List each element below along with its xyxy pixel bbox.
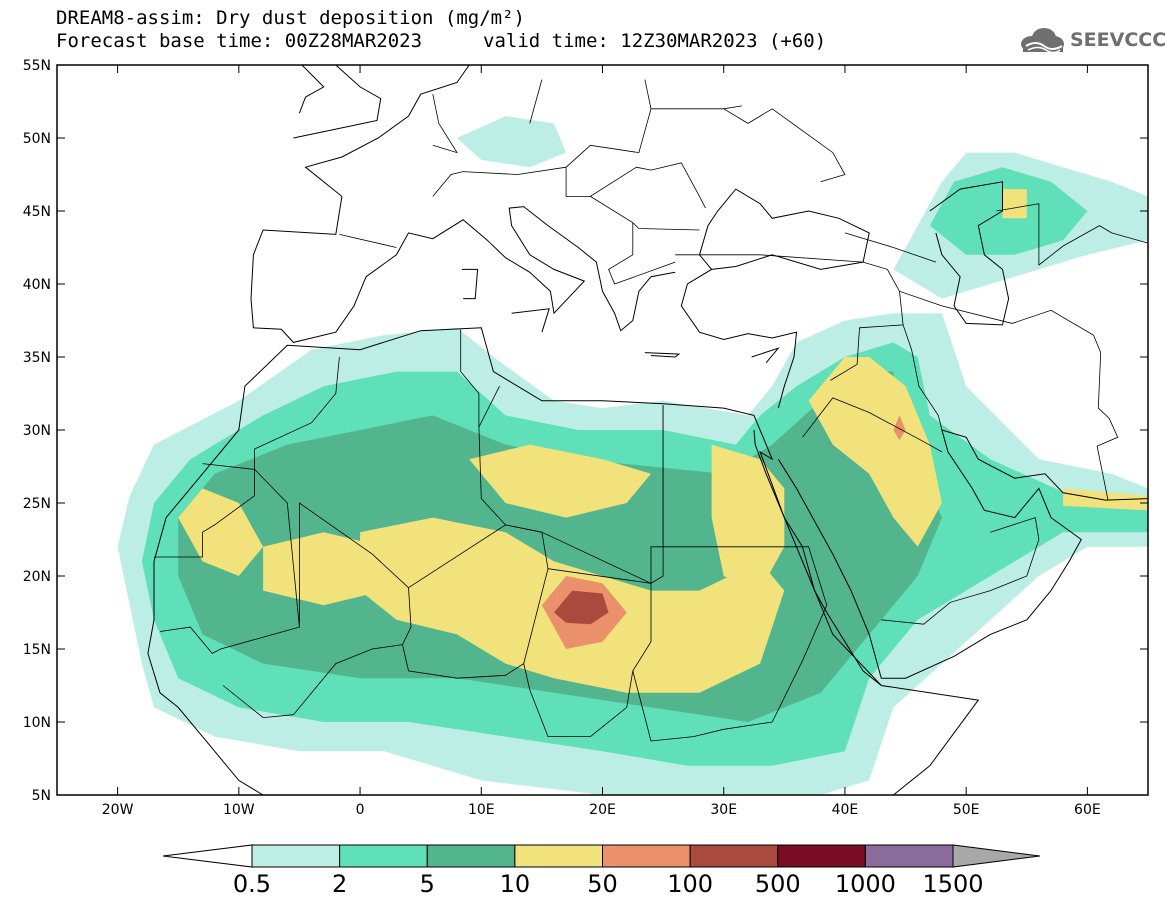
- base-time: Forecast base time: 00Z28MAR2023: [56, 30, 423, 52]
- colorbar-label: 10: [500, 870, 531, 898]
- lat-tick-label: 15N: [23, 642, 51, 658]
- border-europe-borders-8: [651, 105, 742, 110]
- colorbar-swatch: [426, 844, 516, 868]
- lon-tick-label: 30E: [710, 802, 737, 818]
- lat-tick-label: 40N: [23, 277, 51, 293]
- border-europe-borders-1: [339, 234, 397, 248]
- border-saudi-border: [802, 397, 943, 453]
- border-russia-caucasus: [844, 232, 937, 263]
- coastline-arabia-coast: [777, 429, 1082, 679]
- colorbar-over-triangle: [952, 844, 1041, 868]
- coastline-west-africa-coast: [147, 561, 264, 795]
- coastline-sicily: [511, 308, 550, 333]
- border-mauritania-border: [154, 468, 300, 654]
- border-europe-borders-7: [723, 108, 846, 183]
- colorbar-swatch: [689, 844, 779, 868]
- colorbar-swatch: [251, 844, 341, 868]
- coastline-great-britain: [293, 65, 382, 139]
- colorbar-label: 1000: [835, 870, 896, 898]
- lat-tick-label: 45N: [23, 204, 51, 220]
- dust-fields: [117, 116, 1148, 795]
- colorbar-swatch: [602, 844, 691, 868]
- lat-tick-label: 20N: [23, 569, 51, 585]
- dust-region-caspian-yellow: [1002, 189, 1027, 219]
- lon-tick-label: 60E: [1074, 802, 1101, 818]
- border-algeria-tunisia: [460, 329, 480, 428]
- colorbar-label: 500: [755, 870, 801, 898]
- dust-region-central-europe: [457, 116, 567, 168]
- border-europe-borders-9: [432, 94, 458, 154]
- colorbar-label: 2: [332, 870, 347, 898]
- lat-tick-label: 55N: [23, 58, 51, 74]
- dust-region-gulf-yellow: [1063, 488, 1148, 511]
- coastline-black-sea: [698, 188, 870, 270]
- colorbar-label: 100: [667, 870, 713, 898]
- coastline-europe-med-coast: [250, 65, 676, 343]
- border-iraq-border: [830, 324, 943, 431]
- lon-tick-label: 50E: [953, 802, 980, 818]
- lat-tick-label: 25N: [23, 496, 51, 512]
- dust-region-mali-yellow: [263, 532, 385, 606]
- coastline-sardinia: [461, 268, 479, 300]
- colorbar-label: 0.5: [233, 870, 271, 898]
- lon-tick-label: 10E: [468, 802, 495, 818]
- coastline-levant-coast: [680, 254, 864, 409]
- cloud-logo-icon: [1021, 28, 1064, 54]
- border-morocco-algeria: [202, 356, 340, 470]
- lon-tick-label: 20W: [102, 802, 134, 818]
- colorbar-swatch: [777, 844, 866, 868]
- border-libya-border: [478, 386, 664, 584]
- lat-tick-label: 50N: [23, 131, 51, 147]
- dust-region-w-sahara-yellow: [178, 488, 264, 576]
- border-iran-border: [899, 290, 1119, 501]
- axis-ticks: 20W 10W 0 10E 20E 30E 40E 50E 60E 5N 10N 15N 20N 25N 3…: [23, 58, 1148, 818]
- coastline-iran-coast: [941, 429, 1148, 501]
- lon-tick-label: 20E: [589, 802, 616, 818]
- lon-tick-label: 0: [356, 802, 365, 818]
- border-yemen-oman: [881, 517, 1040, 625]
- colorbar-swatch: [339, 844, 428, 868]
- lat-tick-label: 35N: [23, 350, 51, 366]
- lon-tick-label: 10W: [223, 802, 255, 818]
- coastline-crete: [644, 352, 681, 358]
- colorbar-label: 5: [420, 870, 435, 898]
- dust-region-iraq-yellow: [808, 357, 942, 547]
- forecast-times: Forecast base time: 00Z28MAR2023 valid ti…: [56, 30, 826, 52]
- border-sudan-border: [632, 546, 828, 742]
- coastline-cyprus: [751, 347, 780, 364]
- seevccc-logo: SEEVCCC: [1018, 26, 1165, 56]
- dust-region-egypt-yellow: [711, 444, 785, 591]
- colorbar-under-triangle: [162, 844, 253, 868]
- border-turkey-border: [675, 254, 900, 292]
- border-europe-borders-3: [529, 79, 543, 124]
- lon-tick-label: 40E: [832, 802, 859, 818]
- logo-text: SEEVCCC: [1070, 29, 1165, 51]
- lat-tick-label: 30N: [23, 423, 51, 439]
- colorbar-label: 50: [587, 870, 618, 898]
- border-europe-borders-6: [608, 222, 676, 285]
- map-title: DREAM8-assim: Dry dust deposition (mg/m²…: [56, 7, 525, 29]
- dust-region-iraq-orange: [893, 415, 906, 441]
- border-europe-borders-5: [590, 196, 700, 231]
- border-chad-border: [523, 568, 652, 737]
- dust-region-chad-darkred: [554, 590, 609, 625]
- lat-tick-label: 10N: [23, 715, 51, 731]
- dust-region-libya-yellow: [469, 444, 651, 518]
- colorbar-label: 1500: [922, 870, 983, 898]
- country-borders: [154, 79, 1148, 742]
- lat-tick-label: 5N: [32, 788, 51, 804]
- coastline-caspian: [929, 181, 1010, 326]
- coastline-africa-coast: [153, 327, 980, 795]
- colorbar-swatch: [864, 844, 954, 868]
- colorbar-swatch: [514, 844, 603, 868]
- colorbar: 0.5 2 5 10 50 100 500 1000 1500: [162, 844, 1041, 898]
- coastline-red-sea-west: [753, 429, 882, 686]
- coastlines: [147, 65, 1148, 795]
- border-kazakh-border: [996, 203, 1148, 266]
- border-europe-borders-4: [565, 162, 706, 209]
- valid-time: valid time: 12Z30MAR2023 (+60): [483, 30, 827, 52]
